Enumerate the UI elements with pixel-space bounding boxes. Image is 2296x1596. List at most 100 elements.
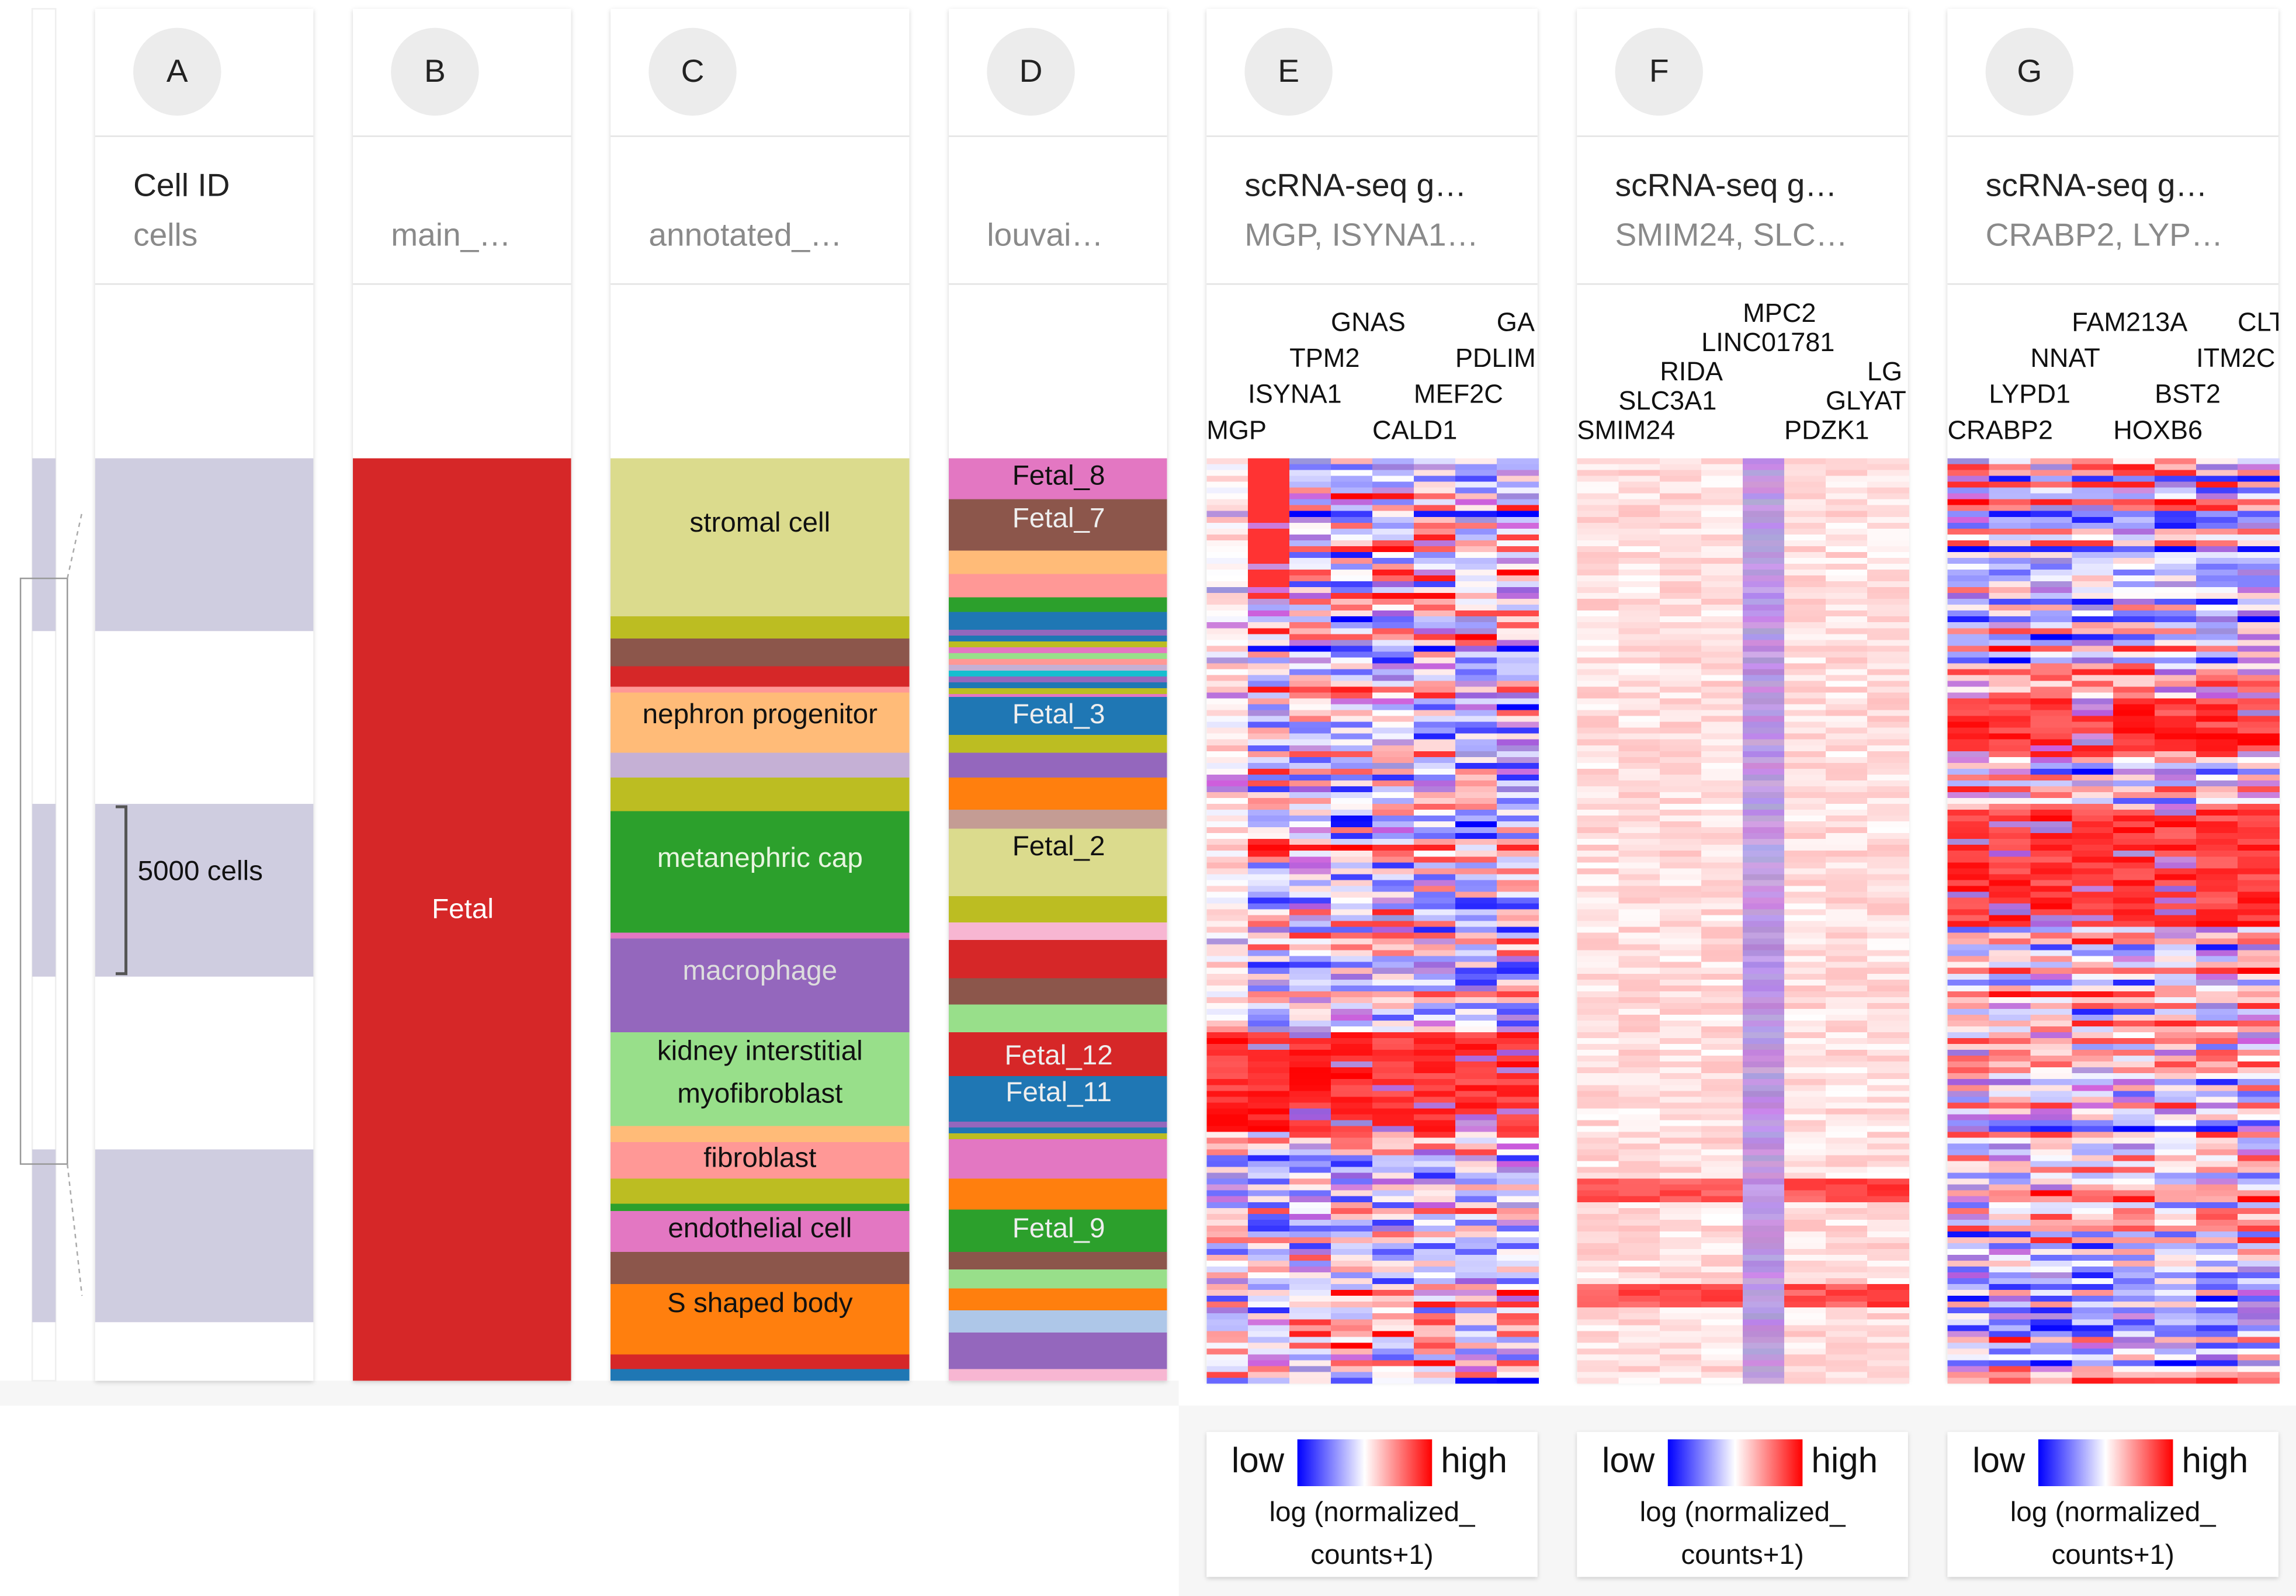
heatmap-cell — [1413, 868, 1456, 875]
heatmap-cell — [1577, 733, 1619, 740]
heatmap-cell — [1867, 581, 1910, 588]
heatmap-cell — [2113, 956, 2156, 962]
heatmap-cell — [1372, 751, 1415, 757]
heatmap-cell — [1784, 616, 1827, 623]
minimap-link — [67, 1164, 83, 1296]
heatmap-cell — [2196, 1079, 2239, 1085]
heatmap-cell — [2196, 1254, 2239, 1261]
heatmap-cell — [1331, 1050, 1374, 1056]
heatmap-cell — [2030, 1167, 2073, 1173]
heatmap-cell — [1331, 1319, 1374, 1326]
heatmap-cell — [1331, 1067, 1374, 1074]
heatmap-cell — [1825, 780, 1868, 786]
heatmap-cell — [1455, 1296, 1498, 1302]
heatmap-cell — [1784, 1208, 1827, 1214]
heatmap-cell — [1372, 1366, 1415, 1372]
heatmap-cell — [1289, 1231, 1332, 1237]
heatmap — [1577, 458, 1910, 1384]
heatmap-cell — [2072, 938, 2114, 945]
heatmap-cell — [2072, 932, 2114, 939]
heatmap-cell — [2237, 1278, 2280, 1285]
heatmap-cell — [1989, 593, 2031, 599]
heatmap-cell — [2072, 1296, 2114, 1302]
heatmap-cell — [1248, 1354, 1291, 1361]
heatmap-cell — [1206, 991, 1249, 997]
heatmap-cell — [1413, 716, 1456, 722]
heatmap-cell — [2072, 605, 2114, 611]
heatmap-cell — [1455, 1325, 1498, 1331]
heatmap-cell — [2113, 1213, 2156, 1220]
heatmap-cell — [1660, 886, 1702, 892]
heatmap-cell — [1825, 1120, 1868, 1126]
heatmap-cell — [2237, 897, 2280, 904]
heatmap-cell — [2155, 927, 2197, 933]
heatmap-cell — [2113, 540, 2156, 546]
heatmap-cell — [1331, 862, 1374, 869]
heatmap-cell — [1413, 692, 1456, 699]
heatmap-cell — [1618, 499, 1661, 505]
heatmap-cell — [1289, 927, 1332, 933]
heatmap-cell — [1989, 599, 2031, 605]
heatmap-cell — [2155, 1097, 2197, 1103]
heatmap-cell — [2155, 880, 2197, 886]
heatmap-cell — [2155, 1149, 2197, 1156]
gene-label: RIDA — [1660, 356, 1723, 386]
heatmap-cell — [2072, 716, 2114, 722]
heatmap-cell — [2113, 1290, 2156, 1296]
heatmap-cell — [2196, 657, 2239, 664]
heatmap-cell — [1701, 932, 1744, 939]
heatmap-cell — [1413, 816, 1456, 822]
heatmap-cell — [1496, 1120, 1539, 1126]
heatmap-cell — [1660, 1020, 1702, 1026]
heatmap-cell — [1331, 593, 1374, 599]
heatmap-cell — [1413, 880, 1456, 886]
heatmap-cell — [1248, 1378, 1291, 1384]
heatmap-cell — [1372, 721, 1415, 728]
heatmap-cell — [2030, 1050, 2073, 1056]
heatmap-cell — [1206, 1137, 1249, 1144]
heatmap-cell — [2196, 745, 2239, 751]
heatmap-cell — [2030, 522, 2073, 529]
heatmap-cell — [1413, 798, 1456, 804]
heatmap-cell — [1867, 1254, 1910, 1261]
heatmap-cell — [1413, 1126, 1456, 1132]
heatmap-cell — [1289, 493, 1332, 499]
heatmap-cell — [1413, 956, 1456, 962]
heatmap-cell — [1496, 1032, 1539, 1039]
heatmap-cell — [2155, 774, 2197, 780]
heatmap-cell — [1825, 1366, 1868, 1372]
heatmap-cell — [2237, 470, 2280, 476]
heatmap-cell — [1867, 1178, 1910, 1185]
heatmap-cell — [2030, 839, 2073, 845]
heatmap-cell — [1947, 1020, 1990, 1026]
heatmap-cell — [1989, 950, 2031, 956]
heatmap-cell — [2196, 962, 2239, 968]
heatmap-cell — [1660, 1132, 1702, 1138]
heatmap-cell — [2155, 1302, 2197, 1308]
heatmap-cell — [1947, 675, 1990, 681]
heatmap-cell — [2072, 1307, 2114, 1314]
heatmap-cell — [1455, 1213, 1498, 1220]
heatmap-cell — [1989, 786, 2031, 792]
heatmap-cell — [2196, 1026, 2239, 1033]
heatmap-cell — [1372, 581, 1415, 588]
heatmap-cell — [2030, 1267, 2073, 1273]
heatmap-cell — [1784, 1091, 1827, 1097]
heatmap-cell — [2030, 487, 2073, 494]
heatmap-cell — [1660, 464, 1702, 470]
heatmap-cell — [2113, 634, 2156, 640]
heatmap-cell — [1701, 1108, 1744, 1115]
heatmap-cell — [1867, 816, 1910, 822]
heatmap-cell — [1825, 616, 1868, 623]
heatmap-cell — [1660, 493, 1702, 499]
heatmap-cell — [1455, 493, 1498, 499]
heatmap-cell — [2072, 1302, 2114, 1308]
heatmap-cell — [1867, 874, 1910, 880]
heatmap-cell — [1455, 1002, 1498, 1009]
heatmap-cell — [2237, 511, 2280, 517]
heatmap-cell — [1206, 1143, 1249, 1150]
heatmap-cell — [1825, 868, 1868, 875]
heatmap-cell — [2237, 499, 2280, 505]
heatmap-cell — [2155, 1079, 2197, 1085]
heatmap-cell — [2237, 610, 2280, 617]
